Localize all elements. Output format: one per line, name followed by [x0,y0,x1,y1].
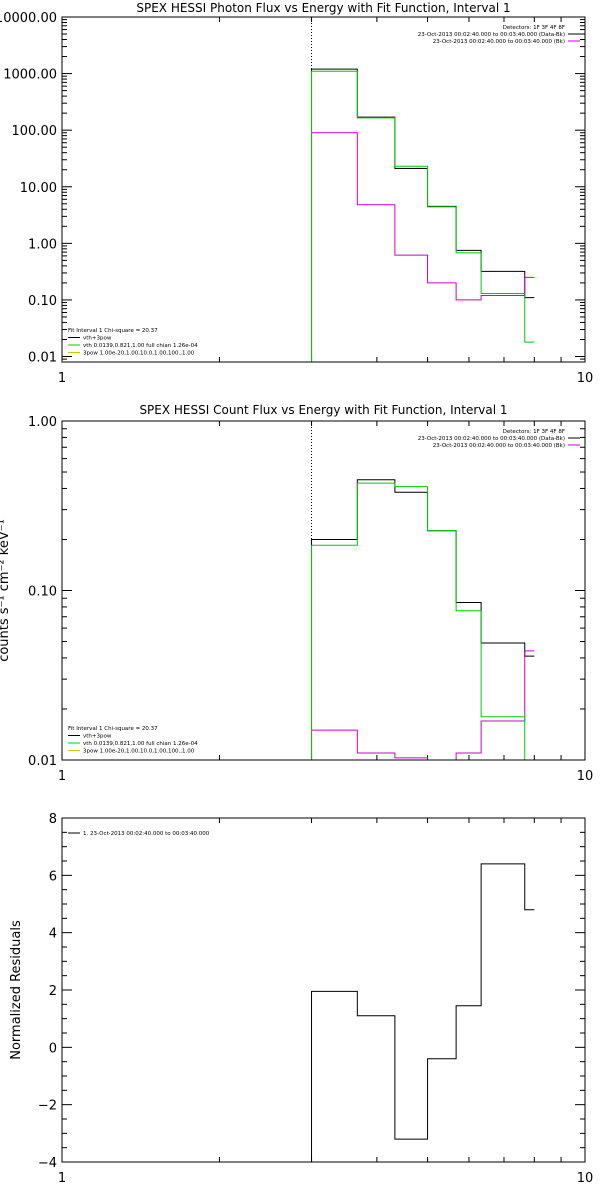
legend-right-entry: 23-Oct-2013 00:02:40.000 to 00:03:40.000… [433,443,565,449]
legend-left-entry: 1. 23-Oct-2013 00:02:40.000 to 00:03:40.… [83,831,210,837]
series-line-1 [311,479,535,760]
y-tick-label: 1000.00 [3,68,57,83]
y-tick-label: 8 [49,812,57,827]
series-line-2 [311,132,535,362]
y-tick-label: 1.00 [28,415,57,430]
series-line-3 [311,482,535,761]
legend-left-entry: vth 0.0139,0.821,1.00 full chian 1.26e-0… [83,343,198,349]
y-tick-label: 0.01 [28,351,57,366]
y-tick-label: −4 [38,1156,57,1171]
y-tick-label: 10.00 [20,181,57,196]
plot-frame [61,16,586,363]
x-tick-label: 10 [577,769,594,784]
y-tick-label: 100.00 [12,124,58,139]
y-tick-label: 4 [49,927,57,942]
series-line-1 [311,863,535,1162]
y-tick-label: 6 [49,869,57,884]
x-tick-label: 1 [58,769,66,784]
y-tick-label: 1.00 [28,237,57,252]
legend-left-entry: Fit Interval 1 Chi-square = 20.37 [68,328,158,334]
legend-right-entry: 23-Oct-2013 00:02:40.000 to 00:03:40.000… [433,39,565,45]
y-tick-label: 0.10 [28,585,57,600]
legend-left-entry: Fit Interval 1 Chi-square = 20.37 [68,726,158,732]
series-line-1 [311,68,535,362]
x-tick-label: 10 [577,1171,594,1186]
chart-title: SPEX HESSI Count Flux vs Energy with Fit… [139,403,507,417]
chart-panel-1: SPEX HESSI Photon Flux vs Energy with Fi… [0,1,593,386]
y-tick-label: 0.10 [28,294,57,309]
x-tick-label: 1 [58,371,66,386]
x-tick-label: 10 [577,371,594,386]
y-tick-label: 10000.00 [0,11,57,26]
y-tick-label: −2 [38,1099,57,1114]
chart-panel-3: Normalized Residuals −4 −2 0 2 4 6 8 1 10 1. 23-Oc… [9,812,593,1186]
plot-frame [61,817,586,1163]
y-axis-label: Normalized Residuals [9,920,24,1060]
y-tick-label: 2 [49,984,57,999]
legend-left-entry: 3pow 1.00e-20,1.00,10.0,1.00,100.,1.00 [83,351,195,357]
y-tick-label: 0.01 [28,754,57,769]
series-line-2 [311,650,535,761]
y-tick-label: 0 [49,1041,57,1056]
chart-panel-2: SPEX HESSI Count Flux vs Energy with Fit… [0,403,593,784]
legend-right-entry: Detectors: 1F 3F 4F 8F [503,25,565,31]
legend-left-entry: vth 0.0139,0.821,1.00 full chian 1.26e-0… [83,741,198,747]
legend-right-entry: Detectors: 1F 3F 4F 8F [503,429,565,435]
legend-left-entry: 3pow 1.00e-20,1.00,10.0,1.00,100.,1.00 [83,749,195,755]
y-axis-label: counts s⁻¹ cm⁻² keV⁻¹ [0,519,12,662]
x-tick-label: 1 [58,1171,66,1186]
chart-title: SPEX HESSI Photon Flux vs Energy with Fi… [136,1,510,15]
series-line-3 [311,70,535,362]
legend-right-entry: 23-Oct-2013 00:02:40.000 to 00:03:40.000… [418,436,565,442]
legend-right-entry: 23-Oct-2013 00:02:40.000 to 00:03:40.000… [418,32,565,38]
legend-left-entry: vth+3pow [83,336,112,342]
legend-left-entry: vth+3pow [83,734,112,740]
plot-frame [61,420,586,761]
